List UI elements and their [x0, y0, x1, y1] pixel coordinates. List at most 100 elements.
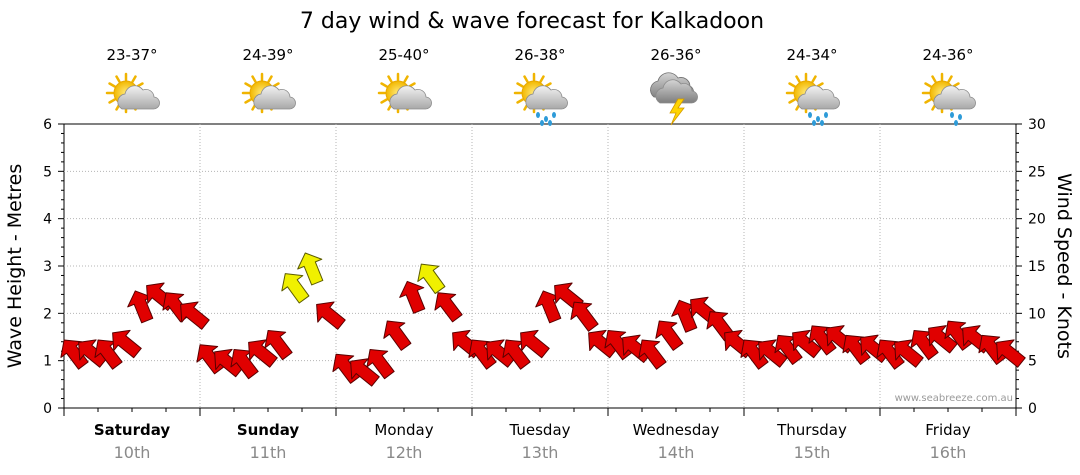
- wind-arrow: [655, 320, 684, 351]
- rain-drop: [958, 114, 962, 120]
- sun-ray: [788, 98, 796, 104]
- right-tick-label: 30: [1028, 117, 1046, 133]
- wind-arrow: [264, 330, 293, 361]
- wind-arrow-shape: [928, 325, 958, 354]
- left-tick-label: 4: [43, 212, 52, 228]
- sun-ray: [108, 98, 116, 104]
- wind-arrow: [894, 339, 924, 368]
- rain-drop: [954, 120, 958, 126]
- cloud: [933, 85, 976, 110]
- sun-ray: [516, 98, 524, 104]
- wind-arrow-shape: [570, 301, 599, 332]
- temp-range: 23-37°: [106, 46, 157, 64]
- wind-arrow-shape: [399, 280, 426, 314]
- sun-ray: [251, 75, 257, 83]
- day-date: 14th: [658, 443, 695, 462]
- sun-ray: [244, 82, 252, 88]
- wind-arrow-shape: [366, 349, 395, 380]
- wind-arrow-shape: [417, 263, 446, 295]
- wind-arrow-shape: [520, 329, 550, 359]
- temp-range: 24-36°: [922, 46, 973, 64]
- showers-icon: [513, 72, 568, 126]
- sun-ray: [931, 75, 937, 83]
- rain-drop: [540, 120, 544, 126]
- showers-icon: [785, 72, 840, 126]
- wind-arrow-shape: [894, 339, 924, 368]
- rain-drop: [950, 112, 954, 118]
- wind-arrow-shape: [264, 330, 293, 361]
- day-columns: 23-37° Saturday 10th 24-39° Sunday 11th 25-40°…: [94, 46, 976, 462]
- right-tick-label: 0: [1028, 401, 1037, 417]
- chart-title: 7 day wind & wave forecast for Kalkadoon: [300, 9, 764, 34]
- sun-ray: [403, 75, 409, 83]
- left-y-axis: 0 1 2 3 4 5 6: [43, 117, 64, 417]
- rain-drop: [548, 120, 552, 126]
- temp-range: 24-39°: [242, 46, 293, 64]
- gridlines: [63, 124, 1017, 416]
- day-column: 25-40° Monday 12th: [374, 46, 433, 462]
- wind-arrow: [434, 292, 463, 323]
- day-date: 13th: [522, 443, 559, 462]
- cloud: [389, 85, 432, 110]
- day-name: Sunday: [237, 421, 300, 439]
- wind-arrow-shape: [180, 301, 210, 330]
- day-date: 10th: [114, 443, 151, 462]
- wind-arrow-shape: [486, 339, 516, 368]
- temp-range: 26-38°: [514, 46, 565, 64]
- rain-drop: [544, 116, 548, 122]
- wind-arrow-shape: [350, 358, 380, 387]
- wind-arrow: [383, 320, 412, 351]
- watermark: www.seabreeze.com.au: [895, 393, 1013, 404]
- day-name: Thursday: [776, 421, 847, 439]
- thunderstorm-icon: [650, 72, 698, 126]
- temp-range: 25-40°: [378, 46, 429, 64]
- right-tick-label: 10: [1028, 306, 1046, 322]
- plot-frame: [63, 123, 1017, 409]
- light-showers-icon: [921, 72, 976, 126]
- sun-ray: [788, 82, 796, 88]
- sun-ray: [131, 75, 137, 83]
- right-axis-title: Wind Speed - Knots: [1053, 173, 1075, 359]
- wind-arrow-shape: [758, 339, 788, 368]
- wind-arrow-shape: [214, 348, 244, 378]
- day-column: 24-39° Sunday 11th: [237, 46, 300, 462]
- wind-arrow: [399, 280, 426, 314]
- day-column: 24-34° Thursday 15th: [776, 46, 847, 462]
- wind-arrow-shape: [78, 339, 108, 368]
- sun-ray: [244, 98, 252, 104]
- wind-arrow-shape: [383, 320, 412, 351]
- wind-arrow: [248, 339, 278, 368]
- wind-arrow-shape: [281, 273, 310, 304]
- partly-cloudy-icon: [105, 72, 160, 114]
- sun-ray: [924, 98, 932, 104]
- wind-arrow: [486, 339, 516, 368]
- wind-arrow: [366, 349, 395, 380]
- rain-drop: [552, 112, 556, 118]
- right-tick-label: 20: [1028, 212, 1046, 228]
- wind-arrow: [570, 301, 599, 332]
- wind-arrow: [588, 329, 618, 359]
- day-column: 24-36° Friday 16th: [921, 46, 976, 462]
- wind-arrow: [996, 339, 1026, 368]
- wind-arrow-shape: [297, 252, 324, 286]
- wind-arrow: [520, 329, 550, 359]
- sun-ray: [387, 75, 393, 83]
- left-tick-label: 2: [43, 306, 52, 322]
- sun-ray: [115, 75, 121, 83]
- rain-drop: [824, 112, 828, 118]
- wind-arrow-shape: [248, 339, 278, 368]
- rain-drop: [820, 120, 824, 126]
- left-tick-label: 0: [43, 401, 52, 417]
- temp-range: 26-36°: [650, 46, 701, 64]
- sun-ray: [108, 82, 116, 88]
- right-tick-label: 25: [1028, 164, 1046, 180]
- plot-area: [63, 123, 1017, 409]
- wind-arrow: [180, 301, 210, 330]
- day-name: Friday: [925, 421, 971, 439]
- cloud: [797, 85, 840, 110]
- day-name: Saturday: [94, 421, 171, 439]
- sun-ray: [380, 98, 388, 104]
- left-axis-title: Wave Height - Metres: [4, 164, 26, 368]
- day-date: 11th: [250, 443, 287, 462]
- day-name: Wednesday: [633, 421, 720, 439]
